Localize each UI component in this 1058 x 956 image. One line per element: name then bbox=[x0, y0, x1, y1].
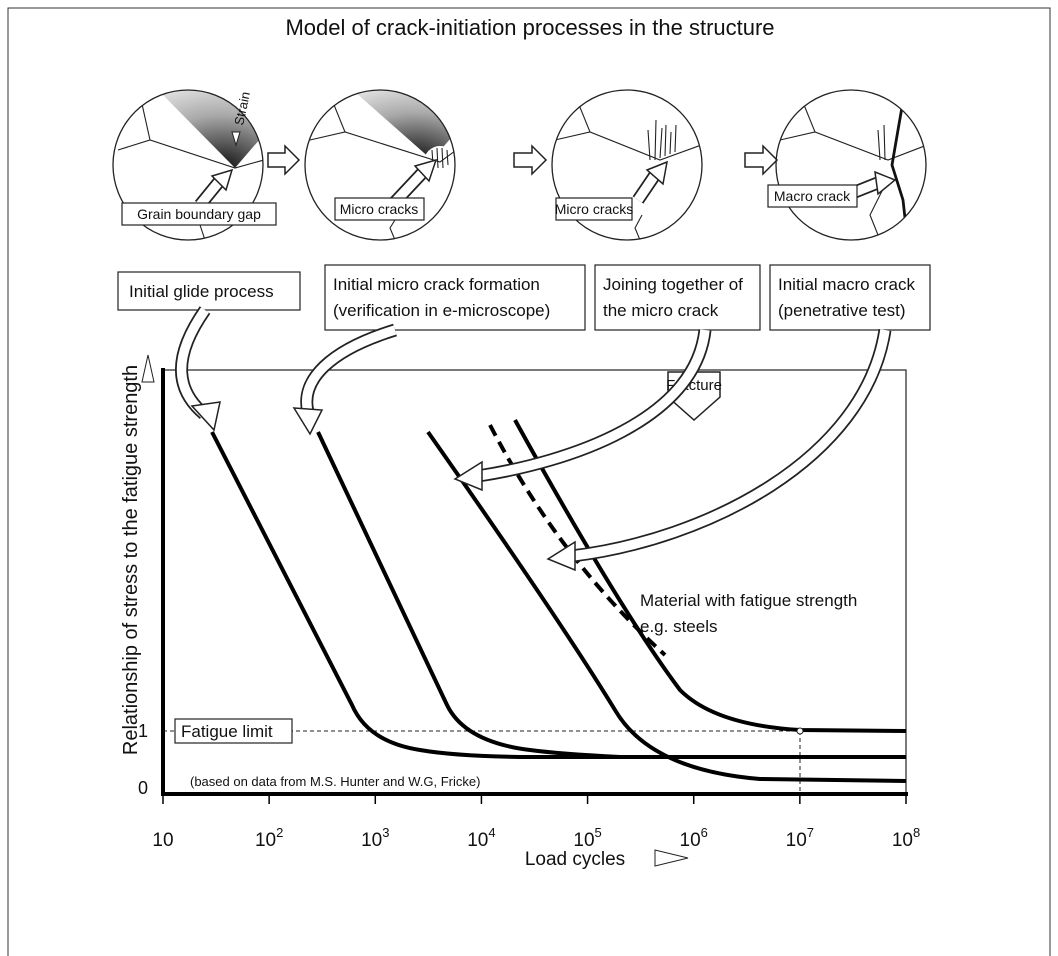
tick-base: 10 bbox=[255, 830, 276, 851]
circle-label: Macro crack bbox=[774, 188, 851, 204]
axis-arrow bbox=[141, 354, 155, 383]
process-label: Initial glide process bbox=[129, 282, 274, 301]
process-label: (verification in e-microscope) bbox=[333, 301, 550, 320]
tick-base: 10 bbox=[573, 830, 594, 851]
tick-exponent: 4 bbox=[488, 825, 495, 840]
process-label: Joining together of bbox=[603, 275, 743, 294]
tick-exponent: 8 bbox=[913, 825, 920, 840]
curve bbox=[316, 431, 621, 759]
x-tick-label: 104 bbox=[467, 825, 495, 851]
curve bbox=[488, 424, 667, 657]
curve bbox=[426, 430, 907, 783]
axis-arrow bbox=[654, 849, 689, 867]
tick-exponent: 2 bbox=[276, 825, 283, 840]
process-box bbox=[769, 264, 931, 331]
tick-exponent: 7 bbox=[807, 825, 814, 840]
stage-circle: Micro cracks bbox=[304, 89, 456, 241]
process-box bbox=[324, 264, 586, 331]
tick-exponent: 5 bbox=[595, 825, 602, 840]
process-label: (penetrative test) bbox=[778, 301, 906, 320]
circle-label: Micro cracks bbox=[555, 201, 634, 217]
x-axis-label: Load cycles bbox=[525, 849, 625, 870]
curve bbox=[210, 431, 906, 759]
tick-base: 10 bbox=[361, 830, 382, 851]
connector-arrow bbox=[175, 306, 221, 432]
tick-base: 10 bbox=[786, 830, 807, 851]
tick-exponent: 3 bbox=[382, 825, 389, 840]
circle-label: Grain boundary gap bbox=[137, 206, 261, 222]
connector-arrow bbox=[546, 329, 892, 572]
x-tick-label: 105 bbox=[573, 825, 601, 851]
tick-base: 10 bbox=[152, 830, 173, 851]
y-tick-label: 1 bbox=[138, 721, 148, 741]
process-label: Initial micro crack formation bbox=[333, 275, 540, 294]
connector-arrow bbox=[453, 329, 712, 492]
frame bbox=[7, 7, 1051, 956]
x-tick-label: 102 bbox=[255, 825, 283, 851]
fatigue-limit-label: Fatigue limit bbox=[181, 722, 273, 741]
x-tick-label: 106 bbox=[680, 825, 708, 851]
title: Model of crack-initiation processes in t… bbox=[285, 15, 774, 40]
process-box bbox=[594, 264, 761, 331]
source-note: (based on data from M.S. Hunter and W.G,… bbox=[190, 774, 480, 789]
tick-base: 10 bbox=[467, 830, 488, 851]
material-note: Material with fatigue strength bbox=[640, 591, 857, 610]
x-tick-label: 108 bbox=[892, 825, 920, 851]
tick-base: 10 bbox=[680, 830, 701, 851]
stage-circle: Macro crack bbox=[767, 89, 927, 241]
process-label: the micro crack bbox=[603, 301, 719, 320]
step-arrow bbox=[513, 144, 548, 176]
step-arrow bbox=[744, 144, 779, 176]
material-note: e.g. steels bbox=[640, 617, 718, 636]
x-tick-label: 10 bbox=[152, 830, 173, 851]
y-axis-label: Relationship of stress to the fatigue st… bbox=[120, 365, 142, 755]
chart: Relationship of stress to the fatigue st… bbox=[120, 354, 920, 870]
stage-circle: Micro cracks bbox=[551, 89, 703, 241]
x-tick-label: 103 bbox=[361, 825, 389, 851]
step-arrow bbox=[267, 144, 301, 176]
x-tick-label: 107 bbox=[786, 825, 814, 851]
circle-label: Micro cracks bbox=[340, 201, 419, 217]
strain-label: Strain bbox=[231, 90, 253, 126]
tick-base: 10 bbox=[892, 830, 913, 851]
y-tick-label: 0 bbox=[138, 778, 148, 798]
process-label: Initial macro crack bbox=[778, 275, 915, 294]
process-box bbox=[117, 271, 301, 311]
connector-arrow bbox=[292, 323, 397, 436]
tick-exponent: 6 bbox=[701, 825, 708, 840]
curve bbox=[513, 419, 907, 733]
